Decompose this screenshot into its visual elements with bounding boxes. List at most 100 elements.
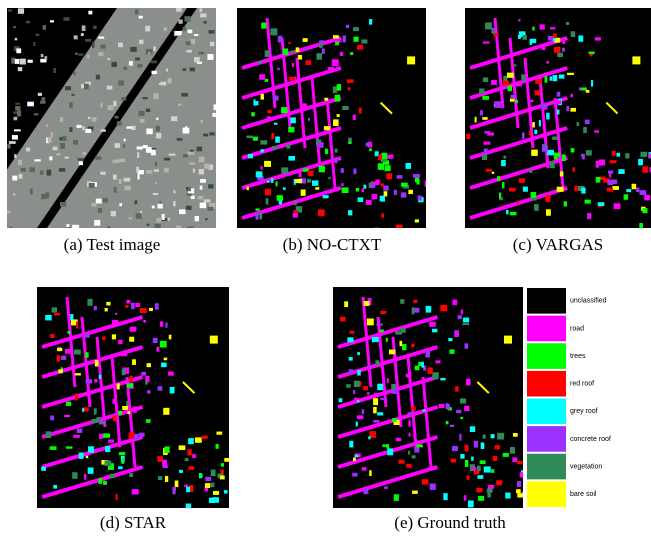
map-region (507, 73, 514, 78)
map-region (157, 456, 163, 462)
map-region (632, 184, 637, 189)
map-region (349, 357, 353, 361)
map-region (98, 478, 102, 484)
image-texture (186, 206, 192, 210)
map-region (131, 303, 135, 309)
image-texture (200, 179, 206, 183)
image-texture (69, 127, 72, 132)
map-region (349, 138, 351, 142)
map-region (103, 481, 107, 485)
map-region (373, 420, 379, 423)
map-region (356, 188, 359, 191)
image-texture (43, 25, 46, 30)
map-region (308, 170, 314, 176)
map-region (75, 373, 81, 375)
map-region (165, 323, 167, 328)
map-region (340, 317, 345, 322)
map-region (432, 372, 439, 379)
image-texture (138, 174, 140, 179)
map-region (318, 142, 323, 148)
map-region (293, 213, 298, 218)
map-region (155, 303, 159, 310)
image-texture (21, 168, 26, 172)
image-texture (137, 64, 142, 67)
image-texture (68, 227, 70, 229)
map-region (248, 154, 253, 158)
image-texture (123, 67, 127, 70)
map-region (353, 457, 356, 461)
image-texture (169, 154, 176, 156)
map-region (292, 63, 294, 67)
map-region (595, 37, 601, 40)
image-texture (162, 214, 165, 220)
image-texture (187, 193, 192, 195)
image-texture (72, 225, 79, 230)
image-texture (9, 227, 12, 232)
map-region (517, 493, 523, 497)
map-region (583, 127, 587, 133)
map-region (465, 460, 468, 467)
image-texture (65, 86, 71, 90)
image-texture (88, 11, 92, 15)
image-texture (123, 178, 130, 182)
map-region (450, 349, 455, 353)
image-texture (155, 162, 157, 167)
map-region (160, 341, 167, 348)
legend-label: grey roof (570, 408, 598, 415)
map-region (596, 161, 599, 168)
map-region (368, 436, 370, 439)
map-region (73, 435, 79, 438)
legend-swatch (527, 454, 566, 480)
image-texture (184, 16, 190, 21)
map-region (85, 352, 88, 358)
image-texture (18, 8, 24, 13)
map-region (510, 95, 515, 98)
map-region (612, 186, 619, 190)
image-texture (204, 199, 211, 202)
map-region (636, 187, 639, 192)
image-texture (147, 224, 150, 226)
map-region (105, 308, 108, 311)
image-texture (175, 31, 182, 35)
image-texture (199, 52, 204, 55)
map-region (117, 383, 120, 389)
image-texture (78, 53, 83, 55)
map-region (484, 466, 491, 472)
map-region (512, 457, 517, 462)
image-texture (40, 101, 46, 104)
image-texture (139, 111, 145, 116)
map-region (66, 446, 72, 448)
map-region (86, 379, 93, 383)
map-region (357, 415, 364, 419)
map-region (482, 117, 487, 120)
map-region (283, 187, 286, 190)
map-region (186, 504, 191, 509)
map-region (373, 407, 377, 413)
map-region (328, 177, 330, 180)
map-region (112, 334, 116, 339)
map-region (374, 228, 380, 233)
image-texture (151, 71, 157, 74)
map-region (274, 123, 277, 125)
image-texture (114, 187, 117, 193)
image-texture (119, 179, 122, 184)
image-texture (46, 192, 50, 198)
image-texture (53, 147, 58, 151)
map-region (509, 188, 516, 192)
map-region (261, 94, 264, 100)
map-region (516, 82, 522, 87)
map-region (411, 406, 416, 410)
map-region (357, 45, 363, 50)
image-texture (199, 156, 205, 162)
image-texture (119, 159, 125, 162)
map-region (253, 137, 258, 141)
map-region (146, 419, 151, 423)
map-region (265, 189, 271, 196)
image-texture (117, 121, 122, 126)
map-region (376, 323, 383, 325)
map-region (361, 39, 367, 43)
image-texture (13, 193, 16, 196)
map-region (102, 336, 106, 340)
image-texture (191, 39, 195, 44)
map-region (316, 53, 322, 60)
